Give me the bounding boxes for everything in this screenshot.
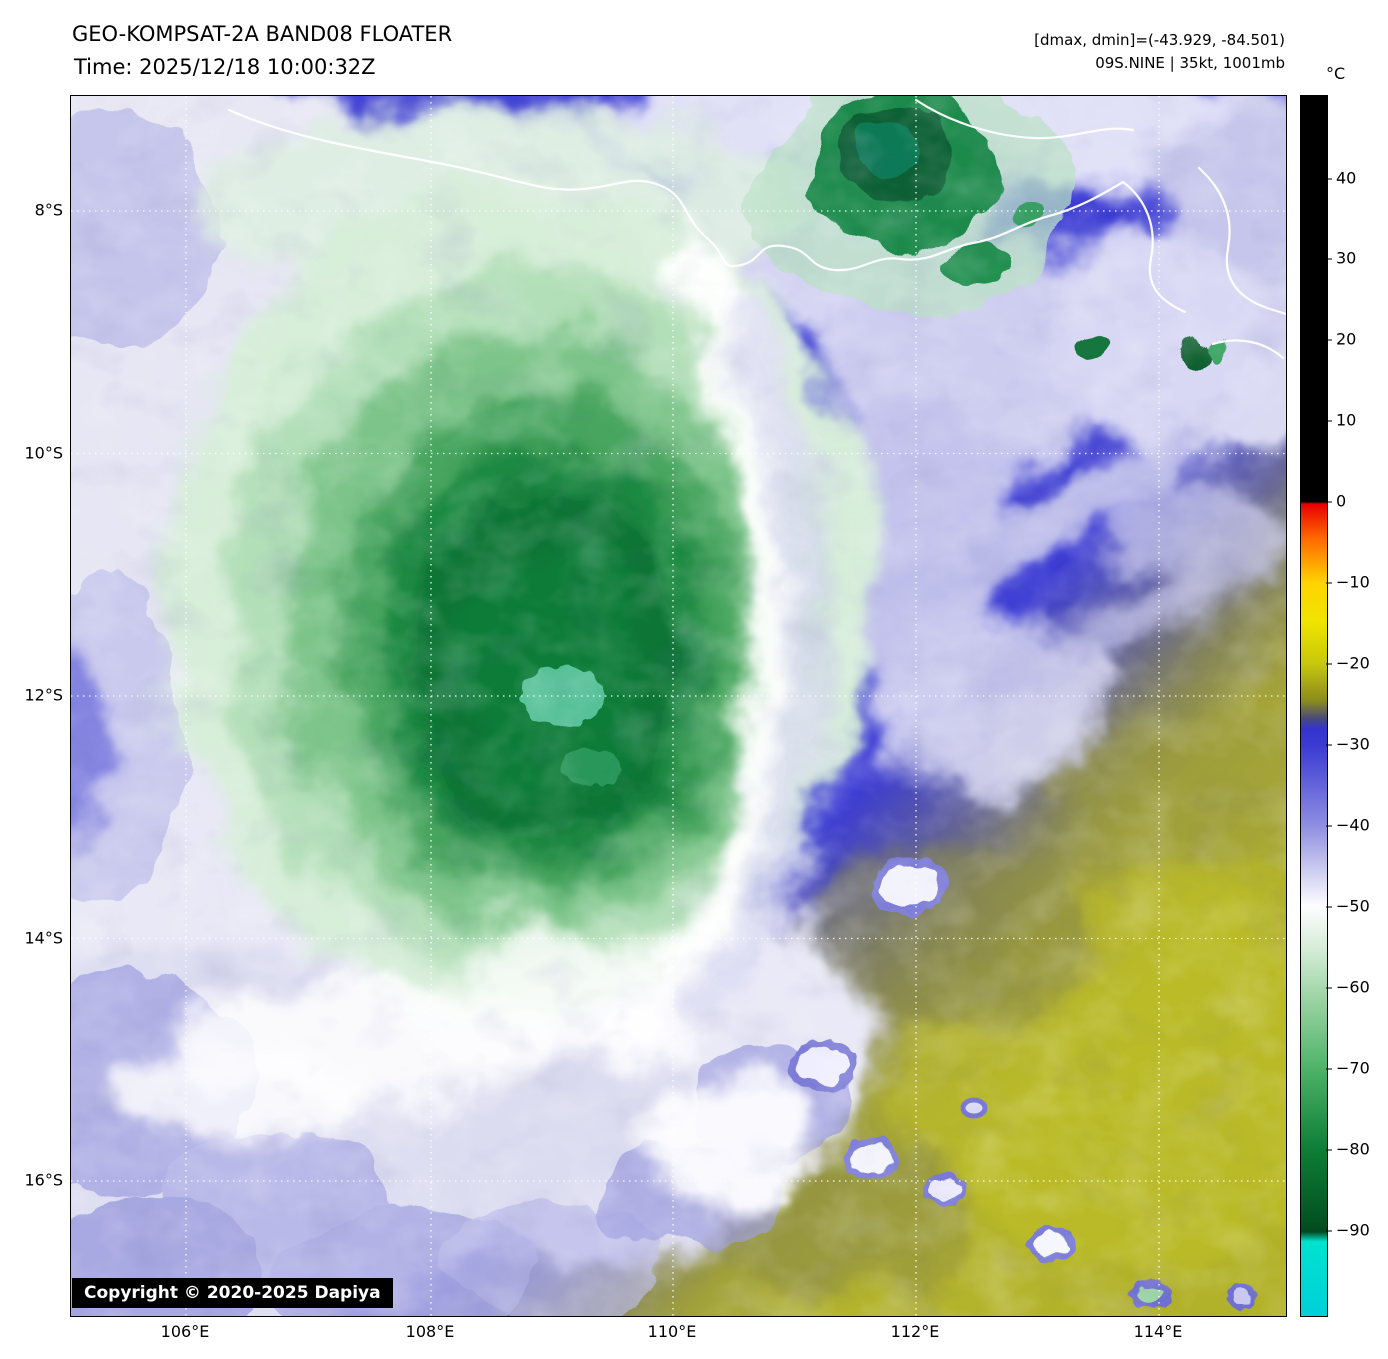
colorbar-tick-20: 20 [1325, 329, 1357, 349]
colorbar-tick-m40: −40 [1326, 815, 1370, 835]
grain-dark [71, 96, 1286, 1316]
lon-label-108e: 108°E [405, 1322, 455, 1341]
satellite-image [71, 96, 1286, 1316]
lat-label-16s: 16°S [24, 1170, 63, 1190]
colorbar-tick-m10: −10 [1326, 572, 1370, 592]
colorbar-tick-m30: −30 [1326, 734, 1370, 754]
lat-label-8s: 8°S [34, 200, 63, 220]
timestamp: Time: 2025/12/18 10:00:32Z [74, 55, 376, 79]
colorbar-tick-0: 0 [1325, 491, 1347, 511]
colorbar-unit: °C [1326, 64, 1346, 83]
lon-label-112e: 112°E [890, 1322, 940, 1341]
coastline [227, 98, 1286, 360]
lat-label-14s: 14°S [24, 928, 63, 947]
colorbar-tick-30: 30 [1325, 248, 1357, 268]
lon-label-114e: 114°E [1133, 1322, 1183, 1341]
lon-label-110e: 110°E [647, 1322, 697, 1341]
lat-label-10s: 10°S [24, 443, 63, 462]
storm-info: 09S.NINE | 35kt, 1001mb [1095, 54, 1285, 72]
lon-label-106e: 106°E [160, 1322, 210, 1341]
colorbar-tick-10: 10 [1325, 410, 1357, 430]
colorbar-tick-m80: −80 [1326, 1139, 1370, 1159]
lat-label-12s: 12°S [24, 685, 63, 705]
copyright-badge: Copyright © 2020-2025 Dapiya [72, 1278, 393, 1308]
colorbar [1300, 95, 1328, 1317]
colorbar-tick-m60: −60 [1326, 977, 1370, 997]
colorbar-tick-m90: −90 [1326, 1220, 1370, 1240]
colorbar-tick-m50: −50 [1326, 896, 1370, 916]
map-area: Copyright © 2020-2025 Dapiya [70, 95, 1287, 1317]
graticule [71, 96, 1286, 1316]
range-info: [dmax, dmin]=(-43.929, -84.501) [1034, 31, 1285, 49]
colorbar-tick-m20: −20 [1326, 653, 1370, 673]
page-title: GEO-KOMPSAT-2A BAND08 FLOATER [72, 22, 453, 46]
colorbar-tick-m70: −70 [1326, 1058, 1370, 1078]
colorbar-tick-40: 40 [1325, 168, 1357, 188]
